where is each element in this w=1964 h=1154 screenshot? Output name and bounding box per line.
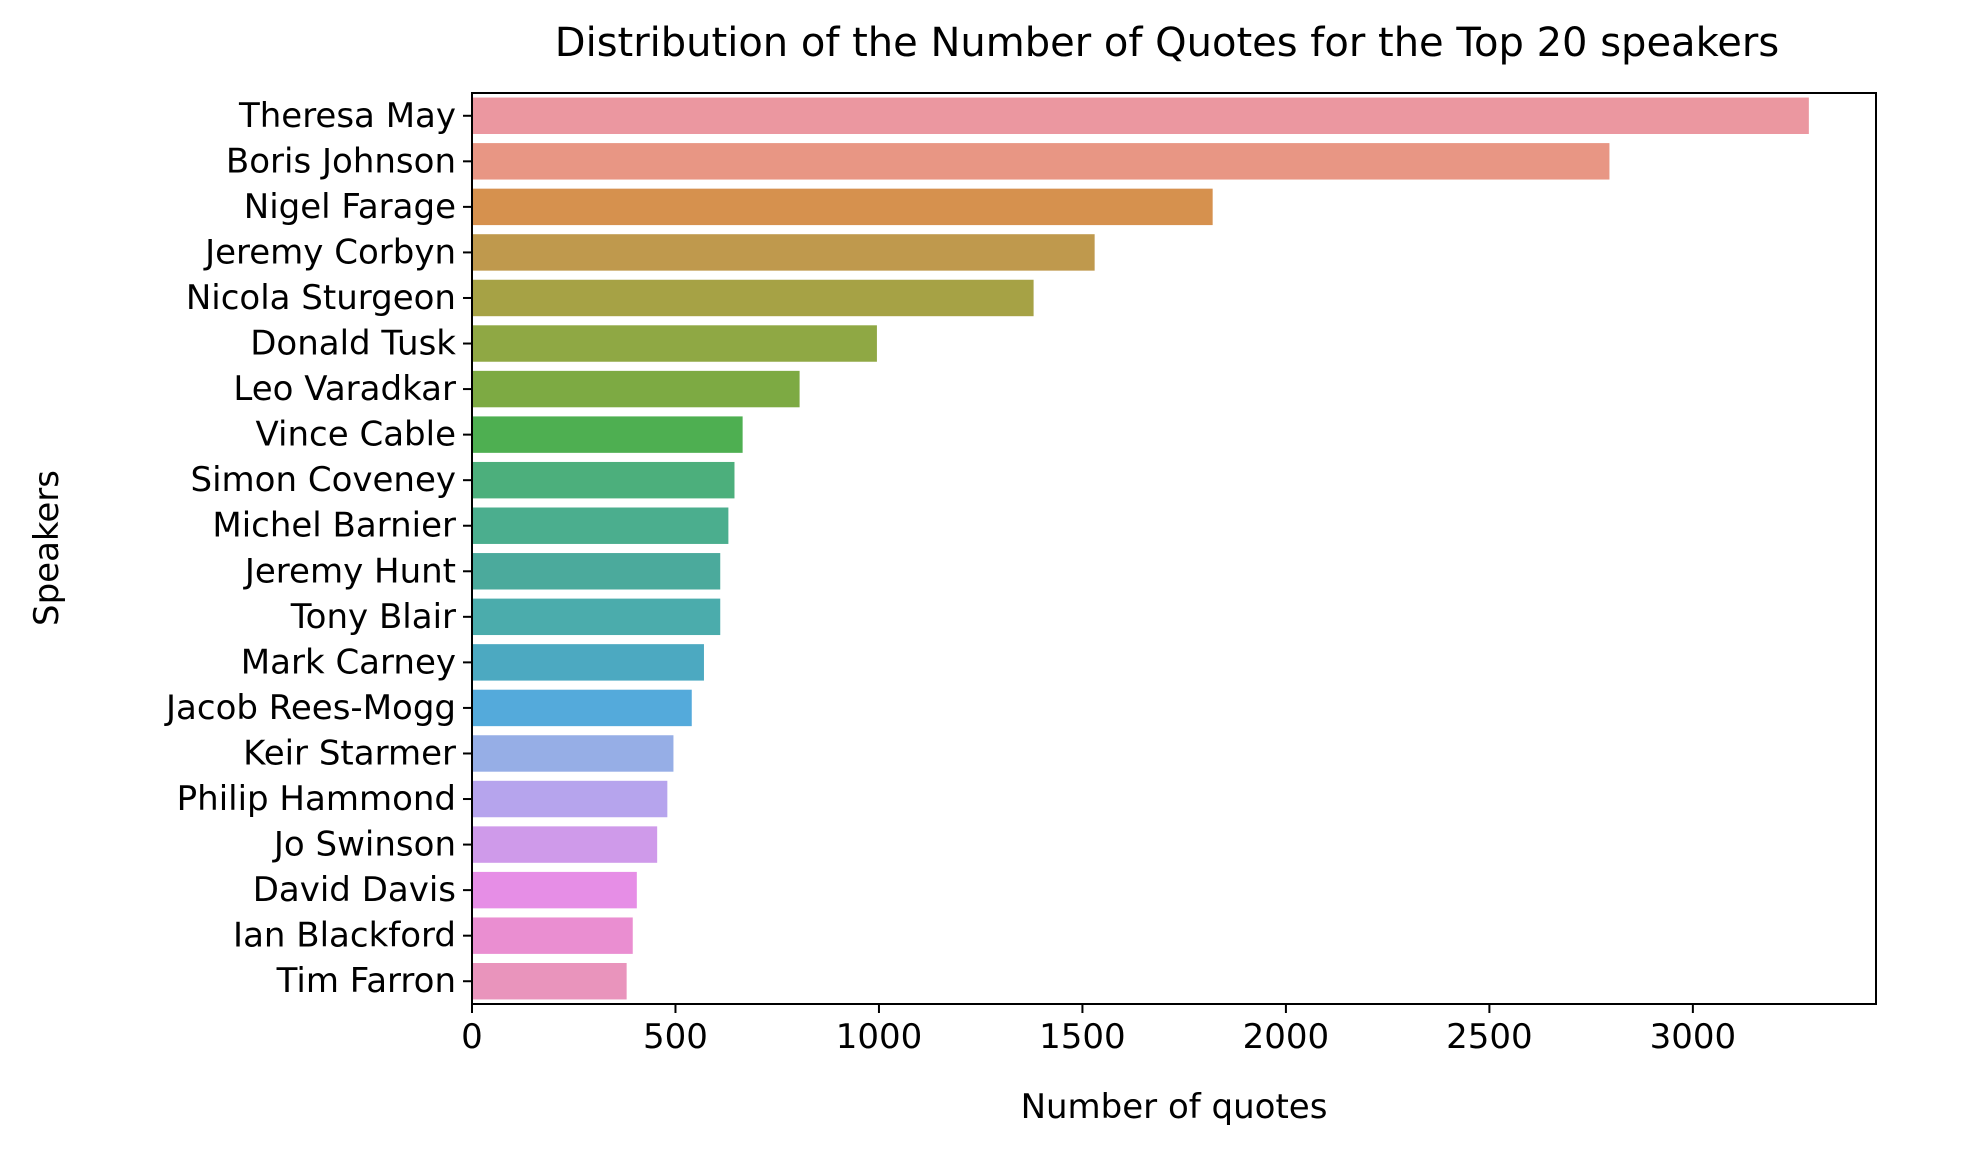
x-tick-label-0: 0 bbox=[461, 1017, 483, 1057]
bar-9 bbox=[472, 507, 729, 544]
y-tick-label-11: Tony Blair bbox=[290, 597, 456, 637]
bar-19 bbox=[472, 963, 627, 1000]
y-tick-label-7: Vince Cable bbox=[256, 415, 456, 455]
y-tick-label-10: Jeremy Hunt bbox=[243, 551, 456, 591]
bar-11 bbox=[472, 598, 721, 636]
y-tick-label-15: Philip Hammond bbox=[177, 779, 456, 819]
bar-0 bbox=[472, 97, 1809, 134]
y-tick-label-5: Donald Tusk bbox=[250, 324, 456, 364]
bar-16 bbox=[472, 826, 658, 863]
y-tick-label-18: Ian Blackford bbox=[233, 916, 456, 956]
x-tick-label-1: 500 bbox=[643, 1017, 708, 1057]
y-tick-label-8: Simon Coveney bbox=[191, 460, 456, 500]
y-axis-ticks: Theresa May Boris Johnson Nigel Farage Jere… bbox=[164, 96, 472, 1001]
bar-17 bbox=[472, 871, 637, 909]
y-tick-label-13: Jacob Rees-Mogg bbox=[164, 688, 456, 728]
bar-14 bbox=[472, 735, 674, 772]
y-tick-label-17: David Davis bbox=[253, 870, 456, 910]
y-tick-label-19: Tim Farron bbox=[276, 961, 456, 1001]
bar-2 bbox=[472, 188, 1213, 226]
y-tick-label-2: Nigel Farage bbox=[244, 187, 456, 227]
chart-title: Distribution of the Number of Quotes for… bbox=[555, 20, 1779, 66]
x-tick-label-3: 1500 bbox=[1039, 1017, 1126, 1057]
bar-18 bbox=[472, 917, 633, 954]
bar-4 bbox=[472, 279, 1034, 317]
y-tick-label-4: Nicola Sturgeon bbox=[186, 278, 456, 318]
y-tick-label-3: Jeremy Corbyn bbox=[203, 232, 456, 272]
bar-13 bbox=[472, 689, 692, 727]
y-tick-label-6: Leo Varadkar bbox=[233, 369, 456, 409]
y-axis-label: Speakers bbox=[27, 470, 67, 626]
y-tick-label-1: Boris Johnson bbox=[226, 141, 456, 181]
x-axis-ticks: 0 500 1000 1500 2000 2500 3000 bbox=[461, 1004, 1736, 1057]
y-tick-label-12: Mark Carney bbox=[241, 642, 456, 682]
x-tick-label-4: 2000 bbox=[1243, 1017, 1330, 1057]
y-tick-label-9: Michel Barnier bbox=[212, 506, 456, 546]
bar-7 bbox=[472, 416, 743, 453]
x-tick-label-5: 2500 bbox=[1446, 1017, 1533, 1057]
y-tick-label-14: Keir Starmer bbox=[243, 733, 456, 773]
bar-12 bbox=[472, 644, 704, 681]
bars-group bbox=[472, 97, 1809, 1000]
x-tick-label-6: 3000 bbox=[1650, 1017, 1737, 1057]
x-axis-label: Number of quotes bbox=[1021, 1087, 1328, 1127]
bar-6 bbox=[472, 370, 800, 408]
x-tick-label-2: 1000 bbox=[836, 1017, 923, 1057]
bar-3 bbox=[472, 234, 1095, 271]
bar-8 bbox=[472, 461, 735, 499]
y-tick-label-0: Theresa May bbox=[238, 96, 456, 136]
bar-10 bbox=[472, 553, 721, 590]
plot-frame bbox=[471, 92, 1877, 1005]
bar-15 bbox=[472, 780, 668, 818]
bar-5 bbox=[472, 325, 877, 362]
y-tick-label-16: Jo Swinson bbox=[272, 825, 456, 865]
bar-1 bbox=[472, 143, 1610, 180]
